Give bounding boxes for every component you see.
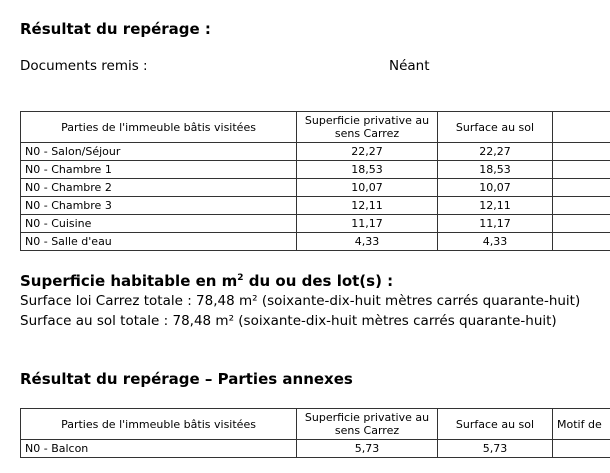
room-name: N0 - Cuisine [20,214,297,233]
table-row: N0 - Cuisine 11,17 11,17 [20,214,610,233]
superficie-title-rest: du ou des lot(s) : [243,272,394,290]
room-name: N0 - Chambre 1 [20,160,297,179]
table-row: N0 - Chambre 2 10,07 10,07 [20,178,610,197]
col-header-carrez: Superficie privative au sens Carrez [296,408,438,440]
room-name: N0 - Balcon [20,439,297,458]
table-header-row: Parties de l'immeuble bâtis visitées Sup… [20,111,610,143]
sol-total-line: Surface au sol totale : 78,48 m² (soixan… [20,313,557,329]
carrez-value: 5,73 [296,439,438,458]
sol-value: 4,33 [437,232,553,251]
sol-value: 10,07 [437,178,553,197]
surface-table: Parties de l'immeuble bâtis visitées Sup… [20,111,610,251]
documents-value: Néant [389,58,430,74]
motif-cell [552,439,610,458]
col-header-parties: Parties de l'immeuble bâtis visitées [20,408,297,440]
carrez-value: 18,53 [296,160,438,179]
sol-value: 22,27 [437,142,553,161]
carrez-value: 12,11 [296,196,438,215]
room-name: N0 - Chambre 2 [20,178,297,197]
table-header-row: Parties de l'immeuble bâtis visitées Sup… [20,408,610,440]
carrez-value: 10,07 [296,178,438,197]
carrez-value: 4,33 [296,232,438,251]
extra-cell [552,196,610,215]
table-row: N0 - Chambre 1 18,53 18,53 [20,160,610,179]
carrez-total-line: Surface loi Carrez totale : 78,48 m² (so… [20,293,581,309]
annexes-table: Parties de l'immeuble bâtis visitées Sup… [20,408,610,458]
superficie-title-sup: 2 [237,273,244,283]
table-row: N0 - Chambre 3 12,11 12,11 [20,196,610,215]
room-name: N0 - Salon/Séjour [20,142,297,161]
carrez-value: 11,17 [296,214,438,233]
extra-cell [552,160,610,179]
col-header-carrez: Superficie privative au sens Carrez [296,111,438,143]
col-header-surface-sol: Surface au sol [437,408,553,440]
section-title-annexes: Résultat du repérage – Parties annexes [20,370,353,388]
col-header-surface-sol: Surface au sol [437,111,553,143]
documents-label: Documents remis : [20,58,148,74]
extra-cell [552,178,610,197]
section-title-reperage: Résultat du repérage : [20,20,211,38]
col-header-extra [552,111,610,143]
col-header-motif: Motif de [552,408,610,440]
extra-cell [552,232,610,251]
sol-value: 5,73 [437,439,553,458]
sol-value: 11,17 [437,214,553,233]
carrez-value: 22,27 [296,142,438,161]
section-title-superficie: Superficie habitable en m2 du ou des lot… [20,272,393,290]
table-row: N0 - Salle d'eau 4,33 4,33 [20,232,610,251]
sol-value: 12,11 [437,196,553,215]
superficie-title-main: Superficie habitable en m [20,272,238,290]
extra-cell [552,142,610,161]
room-name: N0 - Salle d'eau [20,232,297,251]
col-header-parties: Parties de l'immeuble bâtis visitées [20,111,297,143]
room-name: N0 - Chambre 3 [20,196,297,215]
sol-value: 18,53 [437,160,553,179]
table-row: N0 - Balcon 5,73 5,73 [20,439,610,458]
table-row: N0 - Salon/Séjour 22,27 22,27 [20,142,610,161]
extra-cell [552,214,610,233]
